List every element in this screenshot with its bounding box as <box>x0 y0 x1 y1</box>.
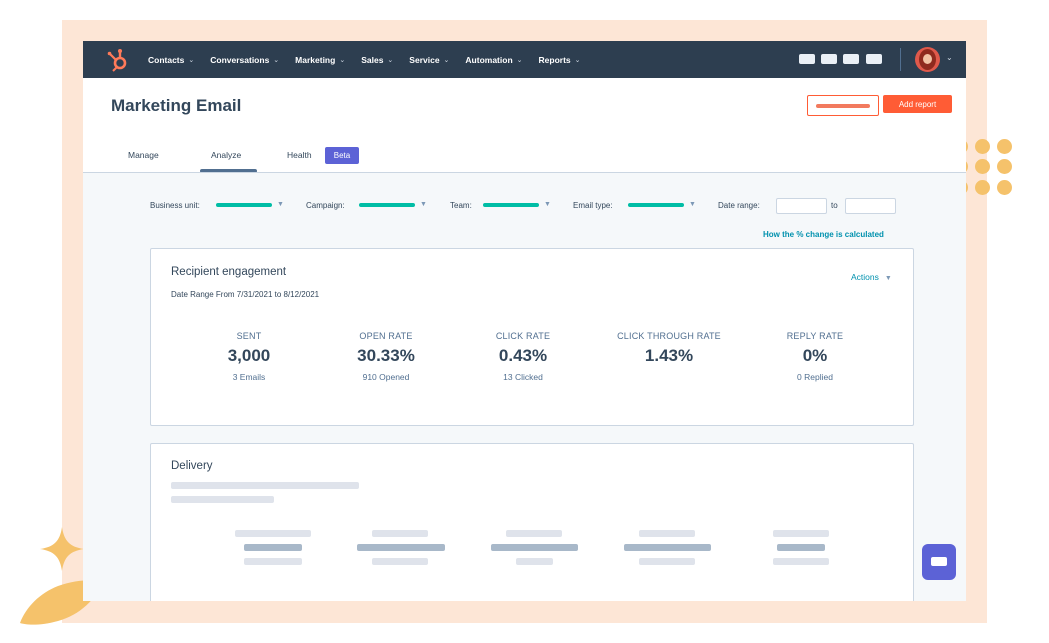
placeholder-bar <box>516 558 553 565</box>
metric-sent: SENT 3,000 3 Emails <box>179 331 319 382</box>
team-select[interactable] <box>483 203 539 207</box>
beta-badge: Beta <box>325 147 359 164</box>
placeholder-bar <box>372 530 428 537</box>
nav-item-marketing[interactable]: Marketing ⌄ <box>295 54 346 65</box>
metric-click-rate: CLICK RATE 0.43% 13 Clicked <box>453 331 593 382</box>
placeholder-bar <box>171 482 359 489</box>
email-type-label: Email type: <box>573 201 613 210</box>
chevron-down-icon[interactable]: ⌄ <box>946 53 953 62</box>
placeholder-bar <box>624 544 711 551</box>
date-range-start-input[interactable] <box>776 198 827 214</box>
delivery-card: Delivery <box>150 443 914 601</box>
metric-reply-rate: REPLY RATE 0% 0 Replied <box>745 331 885 382</box>
pct-change-link[interactable]: How the % change is calculated <box>763 230 884 239</box>
avatar[interactable] <box>915 47 940 72</box>
caret-down-icon[interactable]: ▼ <box>420 201 427 208</box>
nav-item-sales[interactable]: Sales ⌄ <box>361 54 394 65</box>
date-range-text: Date Range From 7/31/2021 to 8/12/2021 <box>171 290 320 299</box>
date-range-label: Date range: <box>718 201 760 210</box>
recipient-engagement-card: Recipient engagement Date Range From 7/3… <box>150 248 914 426</box>
card-title: Recipient engagement <box>171 266 287 278</box>
metric-label: CLICK THROUGH RATE <box>617 331 721 341</box>
campaign-label: Campaign: <box>306 201 345 210</box>
metric-label: SENT <box>236 331 262 341</box>
date-range-to-label: to <box>831 201 838 210</box>
tab-analyze[interactable]: Analyze <box>211 150 242 160</box>
placeholder-bar <box>773 558 829 565</box>
caret-down-icon: ▼ <box>884 275 892 282</box>
secondary-button[interactable] <box>807 95 879 116</box>
nav-item-reports[interactable]: Reports ⌄ <box>538 54 581 65</box>
placeholder-bar <box>235 530 311 537</box>
metric-click-through-rate: CLICK THROUGH RATE 1.43% <box>599 331 739 372</box>
caret-down-icon[interactable]: ▼ <box>689 201 696 208</box>
business-unit-label: Business unit: <box>150 201 200 210</box>
tab-health[interactable]: Health <box>287 150 312 160</box>
placeholder-bar <box>506 530 562 537</box>
card-title: Delivery <box>171 460 213 472</box>
nav-item-contacts[interactable]: Contacts ⌄ <box>148 54 195 65</box>
metric-sub: 13 Clicked <box>503 372 543 382</box>
campaign-select[interactable] <box>359 203 415 207</box>
metric-label: CLICK RATE <box>495 331 551 341</box>
placeholder-bar <box>777 544 825 551</box>
utility-icon-3[interactable] <box>843 54 859 64</box>
metric-label: OPEN RATE <box>359 331 413 341</box>
active-tab-indicator <box>200 169 257 173</box>
date-range-end-input[interactable] <box>845 198 896 214</box>
metric-label: REPLY RATE <box>786 331 844 341</box>
metric-value: 3,000 <box>227 346 271 365</box>
metric-sub: 910 Opened <box>362 372 410 382</box>
chevron-down-icon: ⌄ <box>273 56 280 64</box>
team-label: Team: <box>450 201 472 210</box>
placeholder-bar <box>357 544 445 551</box>
app-window: Contacts ⌄ Conversations ⌄ Marketing ⌄ Sale… <box>83 41 966 601</box>
placeholder-bar <box>171 496 274 503</box>
top-navigation: Contacts ⌄ Conversations ⌄ Marketing ⌄ Sale… <box>83 41 966 78</box>
chevron-down-icon: ⌄ <box>574 56 581 64</box>
placeholder-bar <box>639 530 695 537</box>
page-title: Marketing Email <box>111 96 242 115</box>
metric-sub: 3 Emails <box>232 372 266 382</box>
utility-icon-4[interactable] <box>866 54 882 64</box>
nav-item-conversations[interactable]: Conversations ⌄ <box>210 54 280 65</box>
metric-value: 0% <box>802 346 828 365</box>
chevron-down-icon: ⌄ <box>516 56 523 64</box>
actions-dropdown[interactable]: Actions ▼ <box>851 272 892 282</box>
tab-manage[interactable]: Manage <box>128 150 159 160</box>
metric-open-rate: OPEN RATE 30.33% 910 Opened <box>316 331 456 382</box>
placeholder-bar <box>244 558 302 565</box>
utility-icon-1[interactable] <box>799 54 815 64</box>
utility-icon-2[interactable] <box>821 54 837 64</box>
hubspot-sprocket-icon[interactable] <box>107 48 129 77</box>
metric-value: 0.43% <box>498 346 548 365</box>
add-report-button[interactable]: Add report <box>883 95 952 113</box>
metric-sub: 0 Replied <box>797 372 833 382</box>
placeholder-bar <box>244 544 302 551</box>
chevron-down-icon: ⌄ <box>339 56 346 64</box>
placeholder-bar <box>372 558 428 565</box>
chat-button[interactable] <box>922 544 956 580</box>
nav-divider <box>900 48 901 71</box>
caret-down-icon[interactable]: ▼ <box>277 201 284 208</box>
placeholder-bar <box>491 544 578 551</box>
metric-value: 1.43% <box>644 346 694 365</box>
nav-item-automation[interactable]: Automation ⌄ <box>465 54 523 65</box>
placeholder-bar <box>773 530 829 537</box>
tabs-divider <box>83 172 966 173</box>
caret-down-icon[interactable]: ▼ <box>544 201 551 208</box>
chevron-down-icon: ⌄ <box>443 56 450 64</box>
nav-menu: Contacts ⌄ Conversations ⌄ Marketing ⌄ Sale… <box>148 41 597 78</box>
chat-icon <box>931 557 947 566</box>
placeholder-bar <box>639 558 695 565</box>
business-unit-select[interactable] <box>216 203 272 207</box>
chevron-down-icon: ⌄ <box>188 56 195 64</box>
chevron-down-icon: ⌄ <box>387 56 394 64</box>
metric-value: 30.33% <box>357 346 415 365</box>
email-type-select[interactable] <box>628 203 684 207</box>
nav-item-service[interactable]: Service ⌄ <box>409 54 450 65</box>
